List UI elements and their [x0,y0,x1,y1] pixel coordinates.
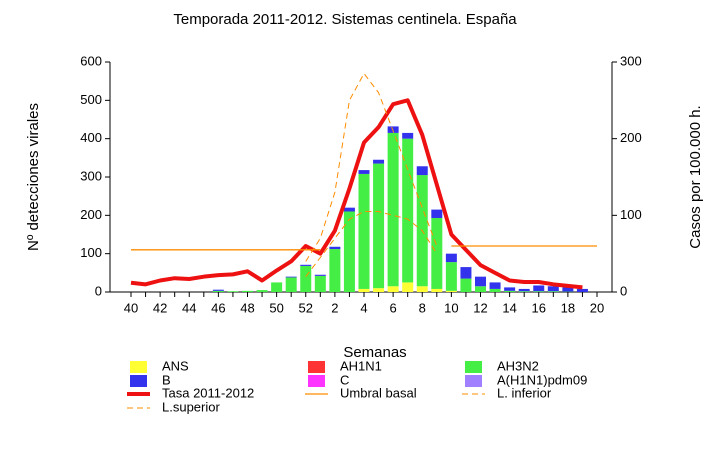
x-tick-label: 2 [331,300,338,315]
x-tick-label: 10 [444,300,458,315]
bar [504,287,515,290]
bar [315,275,326,276]
bar [460,267,471,279]
x-tick-label: 48 [240,300,254,315]
bar [475,277,486,287]
legend-label: Umbral basal [340,385,417,400]
bar [344,208,355,212]
x-tick-label: 40 [124,300,138,315]
bar [548,291,559,292]
bar [359,289,370,292]
legend-swatch [308,361,325,373]
bar [446,291,457,292]
y2-tick-label: 200 [620,130,642,145]
bar [271,282,282,292]
y-tick-label: 0 [95,283,102,298]
legend-swatch [465,361,482,373]
x-tick-label: 46 [211,300,225,315]
bar [359,170,370,174]
y2-tick-label: 100 [620,207,642,222]
bar [373,288,384,292]
line [131,100,582,287]
bar [227,291,238,292]
y-tick-label: 300 [80,168,102,183]
bar [300,265,311,266]
x-tick-label: 16 [532,300,546,315]
y2-tick-label: 300 [620,53,642,68]
bar [417,286,428,292]
legend-swatch [465,375,482,387]
bar [446,254,457,262]
y-tick-label: 600 [80,53,102,68]
legend-swatch [130,375,147,387]
bar [577,289,588,292]
legend-label: Tasa 2011-2012 [162,385,254,400]
bar [504,291,515,292]
bar [213,290,224,291]
x-tick-label: 12 [473,300,487,315]
legend-swatch [130,361,147,373]
chart-title: Temporada 2011-2012. Sistemas centinela.… [173,11,517,28]
legend-label: ANS [162,358,189,373]
bar [213,291,224,292]
bar [402,282,413,292]
y2-axis-label: Casos por 100.000 h. [687,105,704,248]
bar [286,277,297,292]
bar [388,133,399,286]
legend-label: L.superior [162,399,220,414]
bar [286,277,297,278]
bar [490,282,501,289]
x-tick-label: 18 [561,300,575,315]
bar [519,291,530,292]
bar [519,289,530,291]
bar [242,291,253,292]
x-tick-label: 52 [299,300,313,315]
y-tick-label: 100 [80,245,102,260]
bar [475,286,486,292]
bar [533,285,544,291]
bar [431,289,442,292]
bar [446,262,457,291]
bar [417,166,428,175]
bar [257,290,268,292]
bar [460,279,471,292]
bar [329,249,340,292]
bar [300,266,311,292]
bar [388,286,399,292]
bar [402,133,413,139]
x-tick-label: 14 [502,300,516,315]
x-tick-label: 8 [419,300,426,315]
y-tick-label: 500 [80,92,102,107]
bar [359,174,370,289]
bar [548,286,559,291]
x-tick-label: 50 [269,300,283,315]
bar [431,218,442,289]
y-tick-label: 200 [80,207,102,222]
bar [329,247,340,249]
x-tick-label: 42 [153,300,167,315]
bar [533,291,544,292]
y-tick-label: 400 [80,130,102,145]
legend-swatch [308,375,325,387]
legend-label: AH3N2 [497,358,539,373]
legend-label: AH1N1 [340,358,382,373]
legend-label: L. inferior [497,385,552,400]
y-axis-label: Nº detecciones virales [25,103,42,251]
bar [344,212,355,293]
y2-tick-label: 0 [620,283,627,298]
bar [490,289,501,292]
bar [315,276,326,292]
x-tick-label: 20 [590,300,604,315]
x-tick-label: 6 [390,300,397,315]
bar [373,164,384,289]
bar [373,160,384,164]
x-tick-label: 44 [182,300,196,315]
bar [431,210,442,218]
x-tick-label: 4 [360,300,367,315]
